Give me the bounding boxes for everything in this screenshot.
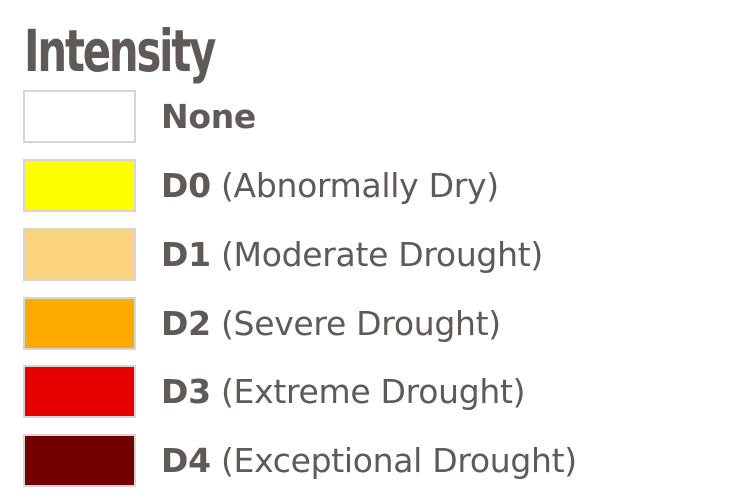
intensity-code: D2 bbox=[161, 304, 211, 343]
legend-item-d3: D3 (Extreme Drought) bbox=[23, 365, 723, 421]
legend-item-d1: D1 (Moderate Drought) bbox=[23, 228, 723, 284]
legend-item-label: D4 (Exceptional Drought) bbox=[161, 438, 577, 484]
legend-item-label: None bbox=[161, 94, 256, 140]
legend-item-label: D2 (Severe Drought) bbox=[161, 301, 501, 347]
intensity-description: (Extreme Drought) bbox=[220, 372, 526, 411]
color-swatch-none bbox=[23, 90, 136, 143]
legend-title: Intensity bbox=[24, 17, 216, 85]
color-swatch-d0 bbox=[23, 159, 136, 212]
color-swatch-d1 bbox=[23, 228, 136, 281]
intensity-description: (Severe Drought) bbox=[220, 304, 501, 343]
legend-item-label: D0 (Abnormally Dry) bbox=[161, 163, 499, 209]
legend-item-none: None bbox=[23, 90, 723, 146]
color-swatch-d2 bbox=[23, 297, 136, 350]
legend-item-d2: D2 (Severe Drought) bbox=[23, 297, 723, 353]
intensity-code: None bbox=[161, 97, 256, 136]
legend-item-label: D1 (Moderate Drought) bbox=[161, 232, 543, 278]
intensity-code: D4 bbox=[161, 441, 211, 480]
intensity-code: D0 bbox=[161, 166, 211, 205]
intensity-description: (Abnormally Dry) bbox=[220, 166, 499, 205]
intensity-description: (Exceptional Drought) bbox=[220, 441, 577, 480]
legend-item-d4: D4 (Exceptional Drought) bbox=[23, 434, 723, 490]
intensity-code: D3 bbox=[161, 372, 211, 411]
color-swatch-d4 bbox=[23, 434, 136, 487]
legend-item-label: D3 (Extreme Drought) bbox=[161, 369, 525, 415]
intensity-code: D1 bbox=[161, 235, 211, 274]
legend-item-d0: D0 (Abnormally Dry) bbox=[23, 159, 723, 215]
intensity-description: (Moderate Drought) bbox=[220, 235, 543, 274]
color-swatch-d3 bbox=[23, 365, 136, 418]
